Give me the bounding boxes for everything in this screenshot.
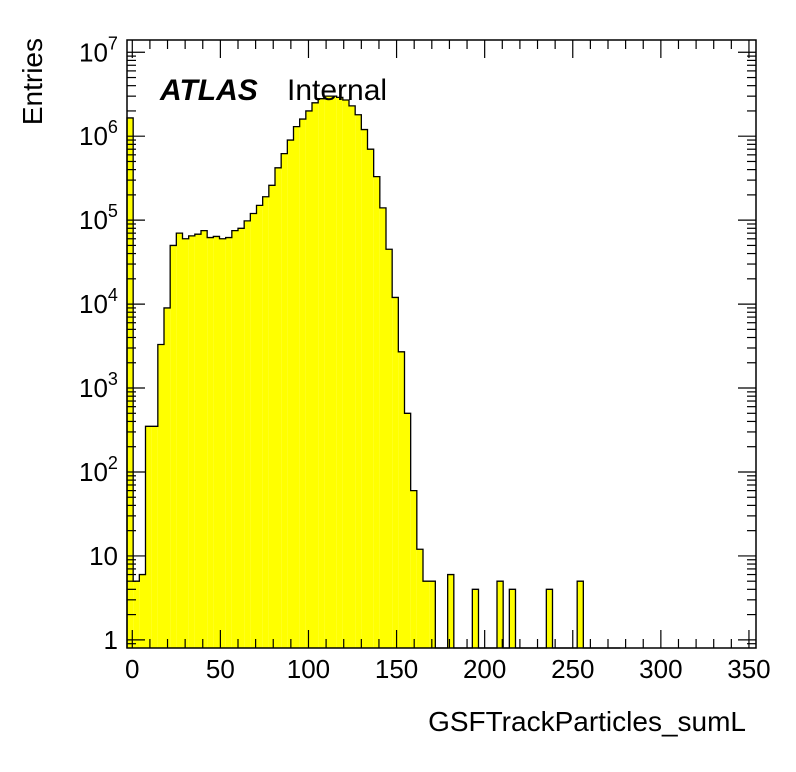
histogram-bin [176, 233, 183, 648]
histogram-bin [447, 574, 454, 648]
histogram-bin [262, 196, 269, 648]
histogram-bin [305, 110, 312, 648]
histogram-bin [379, 207, 386, 648]
histogram-bin [170, 245, 177, 649]
histogram-bin [423, 581, 430, 648]
axis-ticks [127, 40, 756, 648]
x-tick-label: 50 [206, 654, 235, 684]
histogram-bin [410, 490, 417, 648]
histogram-bin [349, 105, 356, 649]
histogram-bin [312, 102, 319, 649]
plot-frame [126, 39, 757, 649]
histogram-bin [225, 237, 232, 648]
x-tick-label: 150 [375, 654, 418, 684]
histogram-bin [318, 98, 325, 649]
x-tick-label: 300 [639, 654, 682, 684]
y-tick-label: 103 [79, 369, 118, 403]
histogram-bin [268, 185, 275, 648]
histogram-bin [164, 307, 171, 648]
histogram-bin [127, 117, 134, 648]
histogram-bin [293, 126, 300, 648]
histogram-bin [151, 426, 158, 648]
tick-labels: 0 50 100 150 200 250 300 350 1 10 102 103 104 105 106 1… [79, 33, 771, 684]
histogram-bin [287, 140, 294, 649]
histogram-bin [250, 213, 257, 648]
x-axis-title: GSFTrackParticles_sumL [428, 706, 746, 737]
y-tick-label: 105 [79, 201, 118, 235]
internal-label: Internal [287, 74, 387, 107]
histogram-bin [281, 153, 288, 648]
histogram-bin [133, 581, 140, 648]
histogram-outline [126, 95, 621, 649]
y-tick-label: 102 [79, 453, 118, 487]
histogram-bin [219, 238, 226, 648]
histogram-bars [126, 95, 621, 649]
histogram-bin [244, 220, 251, 648]
histogram-bin [201, 230, 208, 648]
histogram-bin [256, 205, 263, 648]
y-tick-label: 104 [79, 285, 118, 319]
histogram-bin [336, 97, 343, 648]
histogram-bin [429, 581, 436, 648]
histogram-bin [416, 549, 423, 648]
x-tick-label: 100 [287, 654, 330, 684]
y-axis-title: Entries [17, 38, 48, 125]
histogram-bin [373, 176, 380, 648]
x-tick-label: 350 [727, 654, 770, 684]
histogram-bin [139, 574, 146, 648]
histogram-bin [182, 238, 189, 648]
y-tick-label: 106 [79, 117, 118, 151]
x-tick-label: 200 [463, 654, 506, 684]
histogram-bin [472, 589, 479, 648]
histogram-bin [231, 230, 238, 648]
histogram-bin [207, 237, 214, 648]
x-tick-label: 250 [551, 654, 594, 684]
histogram-bin [157, 344, 164, 648]
histogram-bin [386, 249, 393, 648]
atlas-label: ATLAS [159, 74, 258, 107]
histogram-bin [238, 228, 245, 649]
histogram-bin [355, 114, 362, 648]
histogram-bin [509, 589, 516, 648]
histogram-bin [299, 119, 306, 648]
x-tick-label: 0 [125, 654, 139, 684]
histogram-bin [361, 129, 368, 648]
histogram-bin [324, 96, 331, 648]
y-tick-label: 107 [79, 33, 118, 67]
histogram-bin [145, 426, 152, 648]
y-tick-label: 1 [104, 625, 118, 655]
histogram-bin [367, 149, 374, 648]
histogram-bin [404, 413, 411, 648]
histogram-bin [194, 234, 201, 648]
histogram-bin [342, 100, 349, 648]
histogram-bin [330, 96, 337, 648]
histogram-bin [275, 167, 282, 648]
histogram-bin [497, 581, 504, 648]
histogram-bin [392, 297, 399, 648]
histogram-bin [213, 236, 220, 649]
histogram-bin [398, 351, 405, 648]
histogram-bin [188, 235, 195, 649]
histogram-bin [546, 589, 553, 648]
y-tick-label: 10 [89, 541, 118, 571]
histogram-bin [577, 581, 584, 648]
